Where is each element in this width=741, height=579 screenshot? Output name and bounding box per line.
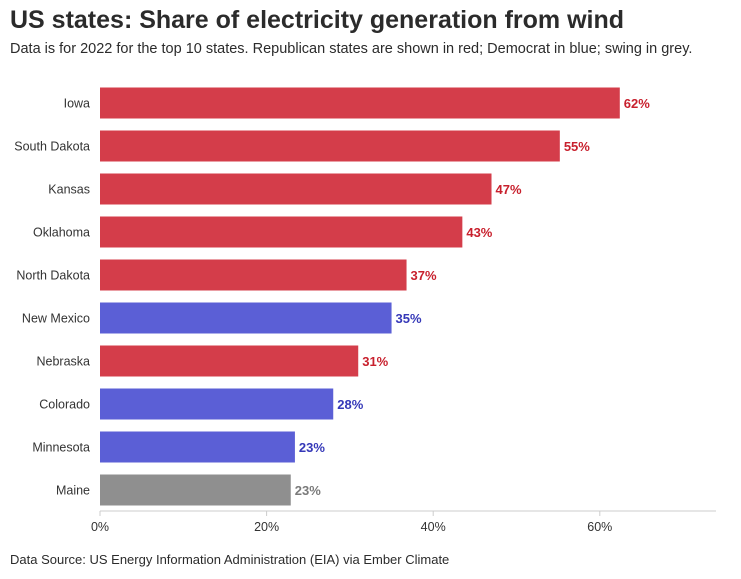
value-label-oklahoma: 43%	[466, 225, 492, 240]
x-tick-label-60: 60%	[587, 520, 612, 534]
bar-maine	[100, 474, 291, 506]
value-label-maine: 23%	[295, 483, 321, 498]
category-label-maine: Maine	[56, 484, 90, 498]
category-labels: Iowa South Dakota Kansas Oklahoma North Dako…	[14, 97, 90, 498]
category-label-kansas: Kansas	[48, 183, 90, 197]
chart-title: US states: Share of electricity generati…	[10, 6, 625, 34]
bar-nebraska	[100, 345, 359, 377]
x-tick-label-20: 20%	[254, 520, 279, 534]
x-tick-label-40: 40%	[421, 520, 446, 534]
value-label-colorado: 28%	[337, 397, 363, 412]
category-label-new-mexico: New Mexico	[22, 312, 90, 326]
category-label-oklahoma: Oklahoma	[33, 226, 90, 240]
bar-chart: Iowa South Dakota Kansas Oklahoma North Dako…	[14, 87, 716, 534]
value-label-minnesota: 23%	[299, 440, 325, 455]
data-source-note: Data Source: US Energy Information Admin…	[10, 552, 450, 567]
value-labels: 62% 55% 47% 43% 37% 35% 31% 28% 23% 23%	[295, 96, 650, 498]
bar-minnesota	[100, 431, 295, 463]
bar-oklahoma	[100, 216, 463, 248]
value-label-kansas: 47%	[496, 182, 522, 197]
bar-south-dakota	[100, 130, 560, 162]
x-axis-ticks: 0% 20% 40% 60%	[91, 511, 612, 534]
value-label-north-dakota: 37%	[411, 268, 437, 283]
value-label-iowa: 62%	[624, 96, 650, 111]
value-label-south-dakota: 55%	[564, 139, 590, 154]
category-label-south-dakota: South Dakota	[14, 140, 90, 154]
bar-kansas	[100, 173, 492, 205]
chart-subtitle: Data is for 2022 for the top 10 states. …	[10, 41, 693, 57]
category-label-nebraska: Nebraska	[37, 355, 91, 369]
category-label-iowa: Iowa	[64, 97, 90, 111]
bar-north-dakota	[100, 259, 407, 291]
bar-colorado	[100, 388, 334, 420]
bars-group	[100, 87, 620, 506]
category-label-colorado: Colorado	[39, 398, 90, 412]
bar-new-mexico	[100, 302, 392, 334]
value-label-nebraska: 31%	[362, 354, 388, 369]
category-label-north-dakota: North Dakota	[16, 269, 90, 283]
value-label-new-mexico: 35%	[396, 311, 422, 326]
bar-iowa	[100, 87, 620, 119]
x-tick-label-0: 0%	[91, 520, 109, 534]
category-label-minnesota: Minnesota	[32, 441, 90, 455]
